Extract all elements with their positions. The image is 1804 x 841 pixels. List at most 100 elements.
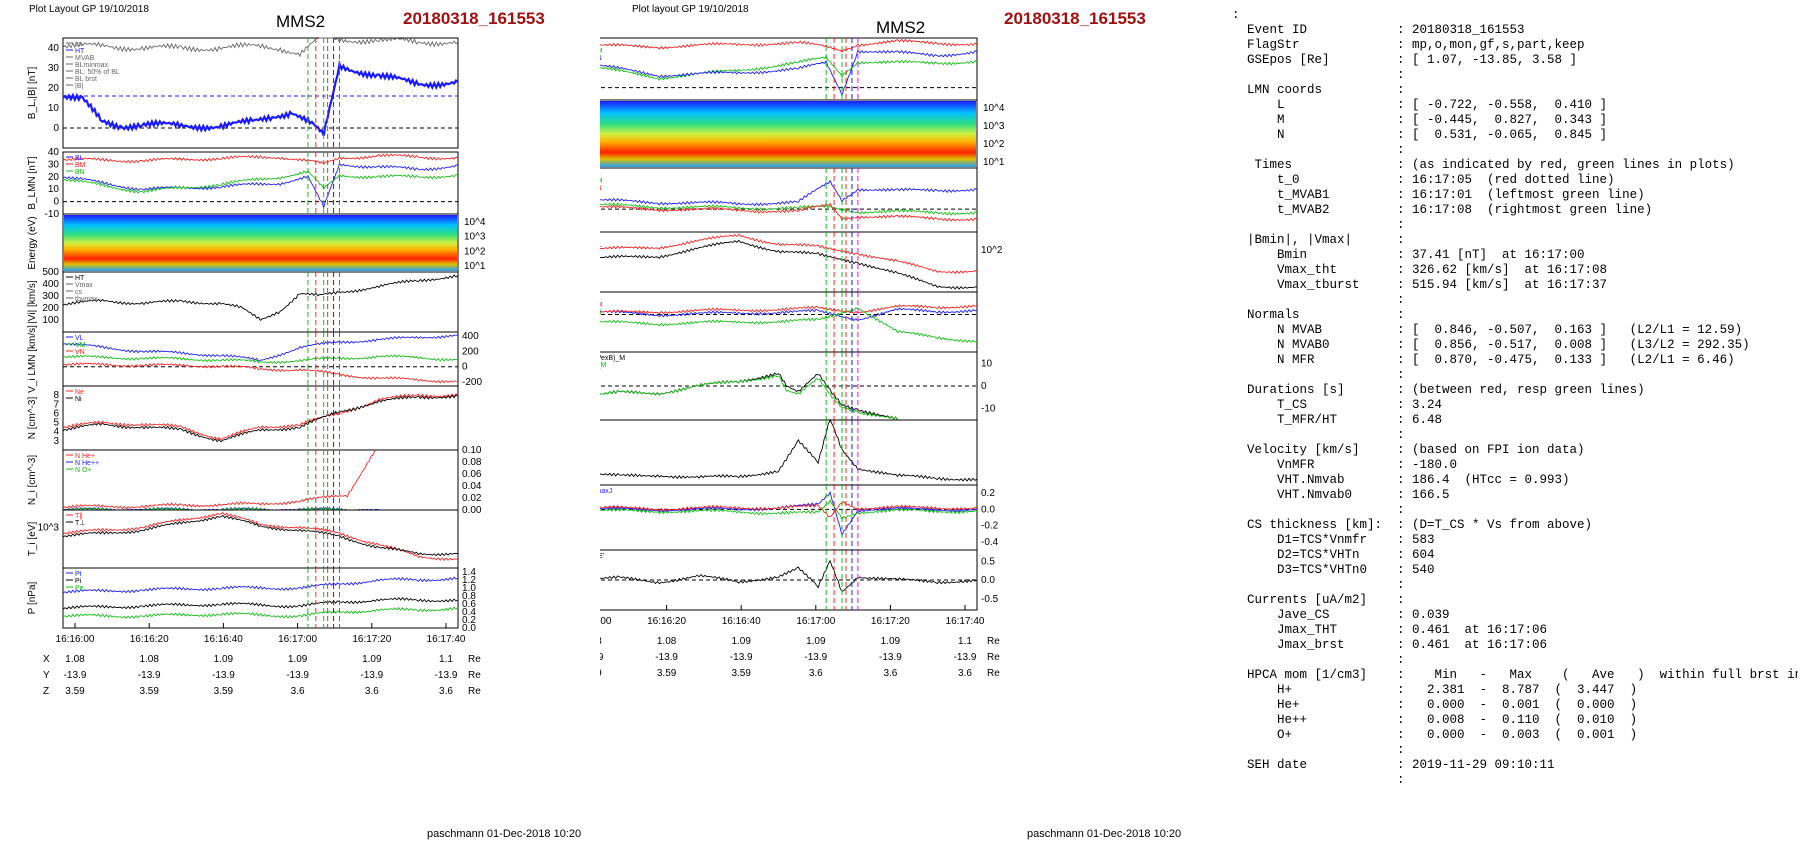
summary-line: Jmax_THT : 0.461 at 16:17:06 [1232, 623, 1548, 637]
legend-label: VN [75, 349, 85, 356]
summary-line: Bmin : 37.41 [nT] at 16:17:00 [1232, 248, 1585, 262]
summary-line: Vmax_tburst : 515.94 [km/s] at 16:17:37 [1232, 278, 1608, 292]
legend-label: BM [75, 162, 86, 169]
axis-label: |Vi| [km/s] [27, 280, 38, 324]
axis-label: T_i [eV] [27, 522, 38, 557]
tick-label: 10^4 [983, 103, 1005, 114]
legend-label: tbvmax [75, 296, 98, 303]
legend-label: BL [600, 41, 601, 48]
panel-frame [62, 567, 459, 629]
panel-left-6: N_i [cm^-3] 0.100.080.060.040.020.00 N He+… [27, 445, 482, 516]
position-value: 1.08 [657, 636, 677, 647]
tick-label: 0 [53, 197, 59, 208]
tick-label: 8 [53, 390, 59, 401]
summary-line: He++ : 0.008 - 0.110 ( 0.010 ) [1232, 713, 1638, 727]
panel-right-1: Energy (eV)10^410^310^210^1 [600, 99, 1005, 169]
legend-label: cs [75, 289, 83, 296]
tick-label: -200 [462, 377, 482, 388]
series-line [600, 307, 978, 322]
summary-line: VHT.Nmvab0 : 166.5 [1232, 488, 1450, 502]
legend-label: BL [75, 155, 84, 162]
panel-frame [600, 167, 978, 233]
series-line [62, 606, 459, 619]
tick-label: 40 [48, 43, 60, 54]
series-line [600, 202, 978, 216]
tick-label: 400 [42, 279, 59, 290]
legend-label: HT [75, 275, 85, 282]
tick-label: 0 [462, 362, 468, 373]
time-tick-label: 16:16:40 [722, 616, 761, 627]
tick-label: 0.8 [462, 591, 476, 602]
tick-label: 7 [53, 399, 59, 410]
tick-label: 0.06 [462, 469, 482, 480]
legend-label: Pe [75, 585, 84, 592]
position-value: 3.59 [139, 686, 159, 697]
position-unit: Re [468, 654, 481, 665]
summary-line: D2=TCS*VHTn : 604 [1232, 548, 1435, 562]
series-line [62, 153, 459, 165]
summary-line: : [1232, 218, 1405, 232]
summary-line: HPCA mom [1/cm3] : Min - Max ( Ave ) wit… [1232, 668, 1798, 682]
spectrogram [64, 215, 457, 271]
summary-line: : [1232, 428, 1405, 442]
summary-line: D3=TCS*VHTn0 : 540 [1232, 563, 1435, 577]
series-line [62, 274, 459, 321]
series-line [62, 354, 459, 365]
position-value: -13.9 [360, 670, 383, 681]
summary-line: M : [ -0.445, 0.827, 0.343 ] [1232, 113, 1608, 127]
position-value: 1.1 [958, 636, 972, 647]
legend-label: EN [600, 309, 602, 316]
series-line [62, 511, 459, 561]
legend-label: Pt [75, 571, 82, 578]
position-value: 3.6 [439, 686, 453, 697]
position-row-label: Z [43, 686, 49, 697]
series-line [62, 596, 459, 610]
summary-line: SEH date : 2019-11-29 09:10:11 [1232, 758, 1555, 772]
series-line [600, 304, 978, 315]
tick-label: 200 [42, 303, 59, 314]
position-value: 3.6 [365, 686, 379, 697]
panel-frame [600, 484, 978, 551]
summary-line: N MVAB0 : [ 0.856, -0.517, 0.008 ] (L3/L… [1232, 338, 1750, 352]
position-value: -13.9 [804, 652, 827, 663]
axis-label: B_L,|B| [nT] [27, 67, 38, 120]
panel-frame [62, 385, 459, 451]
time-tick-label: 16:17:20 [871, 616, 910, 627]
time-tick-label: 16:17:40 [427, 634, 466, 645]
series-line [62, 162, 459, 210]
summary-line: : [1232, 653, 1405, 667]
panel-right-2: V_e LMN [km/s]8006004002000-200-400VLVMV… [600, 167, 978, 233]
position-value: 1.09 [881, 636, 901, 647]
position-unit: Re [987, 636, 1000, 647]
summary-line: Vmax_tht : 326.62 [km/s] at 16:17:08 [1232, 263, 1608, 277]
summary-line: L : [ -0.722, -0.558, 0.410 ] [1232, 98, 1608, 112]
panel-right-4: E_LMN [mV m^-1]100-10-20ELEMEN [600, 291, 978, 353]
axis-label: N_i [cm^-3] [27, 455, 38, 505]
panel-right-3: T_e [eV]10^2T∥T⊥ [600, 231, 1003, 293]
position-value: 3.59 [600, 668, 602, 679]
tick-label: 10^3 [983, 121, 1005, 132]
summary-line: : [1232, 293, 1405, 307]
position-value: 3.59 [65, 686, 85, 697]
legend-label: T∥ [75, 512, 83, 520]
legend-label: Pi [75, 578, 82, 585]
position-value: 1.09 [362, 654, 382, 665]
position-value: -13.9 [64, 670, 87, 681]
tick-label: 10 [48, 184, 60, 195]
summary-line: CS thickness [km]: : (D=T_CS * Vs from a… [1232, 518, 1593, 532]
summary-line: FlagStr : mp,o,mon,gf,s,part,keep [1232, 38, 1585, 52]
tick-label: 100 [42, 315, 59, 326]
time-tick-label: 16:17:00 [796, 616, 835, 627]
legend-label: Vmax [75, 282, 93, 289]
summary-line: t_MVAB1 : 16:17:01 (leftmost green line) [1232, 188, 1645, 202]
summary-line: Velocity [km/s] : (based on FPI ion data… [1232, 443, 1585, 457]
panel-frame [62, 509, 459, 569]
position-value: 1.09 [214, 654, 234, 665]
position-row-label: X [43, 654, 50, 665]
tick-label: -0.4 [981, 537, 999, 548]
